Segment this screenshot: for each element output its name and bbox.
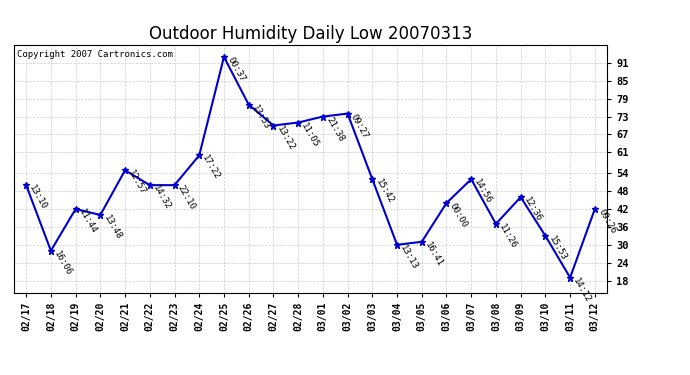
Text: 21:38: 21:38 [324,115,346,143]
Text: 12:57: 12:57 [126,169,148,196]
Text: 00:00: 00:00 [448,202,469,229]
Text: 17:22: 17:22 [201,154,222,182]
Text: 14:32: 14:32 [151,184,172,211]
Text: 11:26: 11:26 [497,222,519,250]
Text: 16:06: 16:06 [52,249,74,277]
Text: 13:10: 13:10 [28,184,49,211]
Text: 15:53: 15:53 [546,234,568,262]
Text: Copyright 2007 Cartronics.com: Copyright 2007 Cartronics.com [17,50,172,59]
Text: 14:56: 14:56 [473,178,494,206]
Text: 16:41: 16:41 [423,240,444,268]
Text: 15:42: 15:42 [374,178,395,206]
Text: 11:44: 11:44 [77,208,98,236]
Text: 09:27: 09:27 [349,112,371,140]
Text: 11:05: 11:05 [299,121,321,149]
Text: 09:26: 09:26 [596,208,618,236]
Text: 13:48: 13:48 [101,214,123,242]
Text: 12:36: 12:36 [522,196,543,223]
Text: 13:22: 13:22 [275,124,296,152]
Text: 00:37: 00:37 [226,56,246,83]
Text: 14:12: 14:12 [571,276,593,304]
Text: 13:53: 13:53 [250,103,271,131]
Text: 13:13: 13:13 [398,243,420,271]
Title: Outdoor Humidity Daily Low 20070313: Outdoor Humidity Daily Low 20070313 [149,26,472,44]
Text: 22:10: 22:10 [176,184,197,211]
